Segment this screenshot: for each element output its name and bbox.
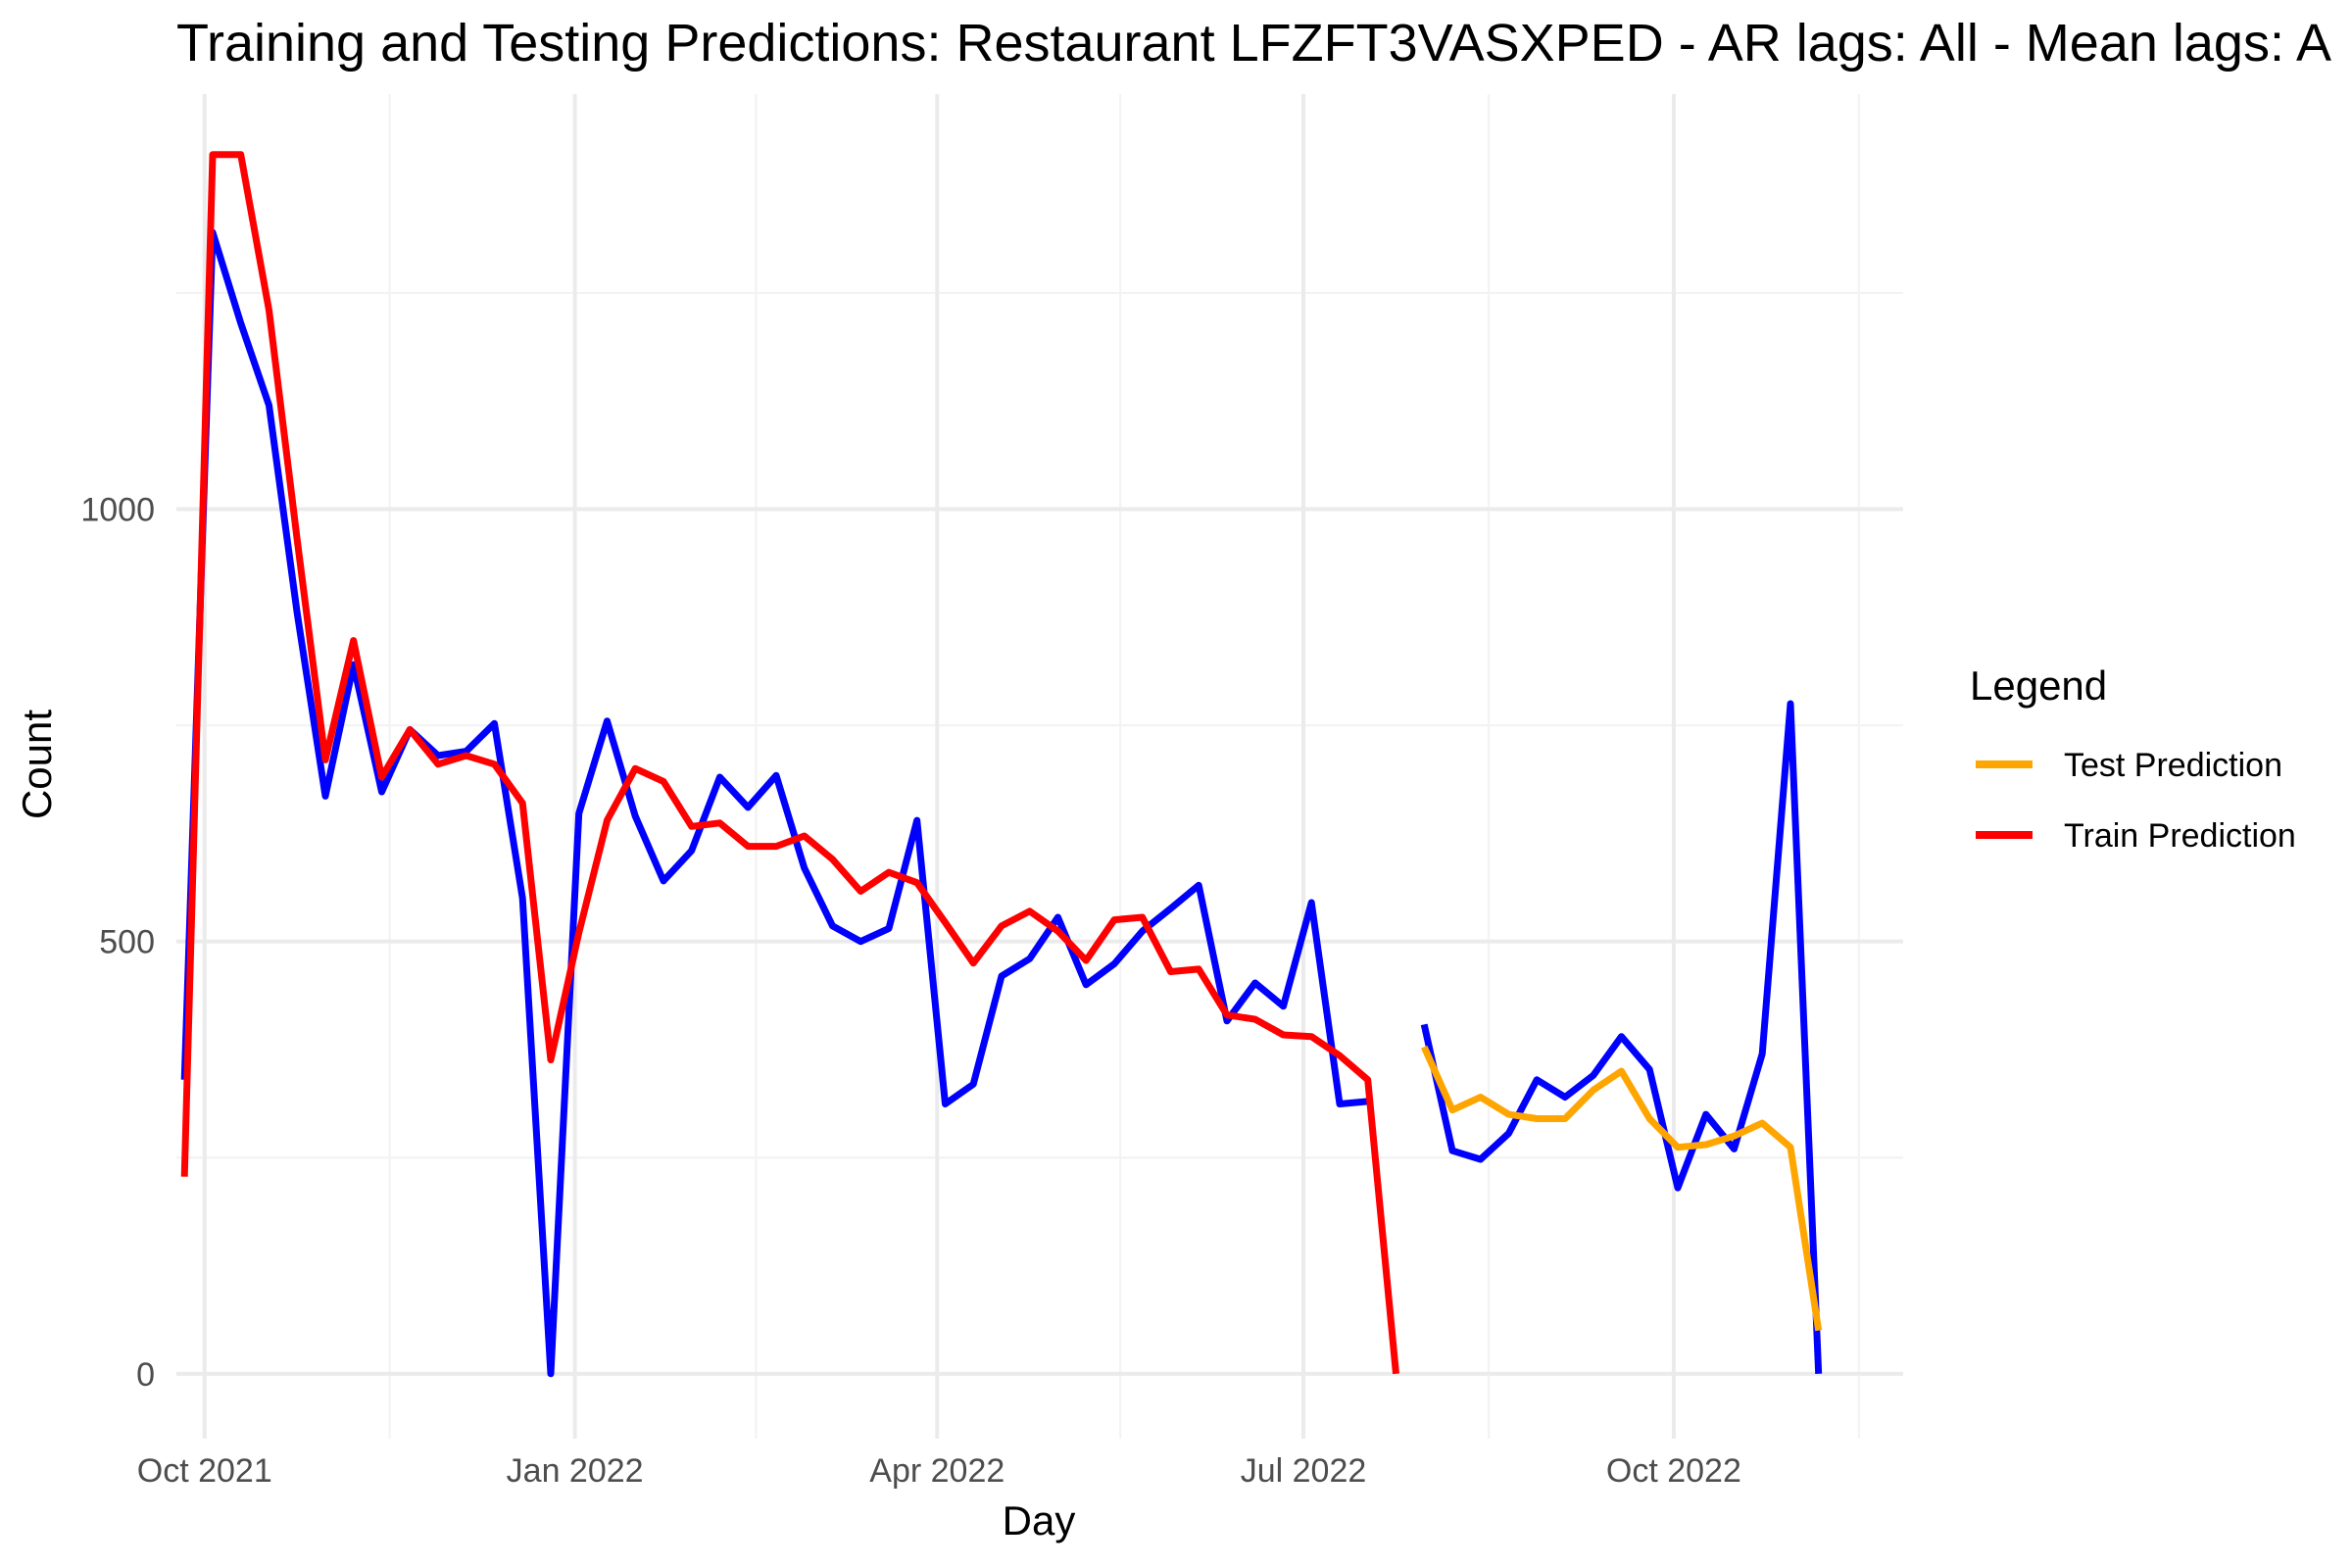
- grid-lines: [176, 94, 1903, 1439]
- y-tick-label: 500: [99, 924, 155, 961]
- legend-label: Test Prediction: [2064, 747, 2282, 784]
- y-tick-label: 0: [136, 1356, 155, 1394]
- series-line-test-prediction: [1421, 1045, 1823, 1332]
- legend: Legend Test Prediction Train Prediction: [1970, 662, 2296, 855]
- x-axis-ticks: Oct 2021 Jan 2022 Apr 2022 Jul 2022 Oct 2022: [137, 1452, 1741, 1490]
- legend-label: Train Prediction: [2064, 817, 2296, 855]
- x-tick-label: Jul 2022: [1241, 1452, 1367, 1490]
- chart-title: Training and Testing Predictions: Restau…: [176, 14, 2331, 73]
- x-axis-title: Day: [1003, 1497, 1076, 1544]
- x-tick-label: Oct 2021: [137, 1452, 272, 1490]
- y-axis-title: Count: [14, 710, 60, 819]
- legend-title: Legend: [1970, 662, 2107, 709]
- series-line-actual: [180, 228, 1369, 1378]
- series-line-actual: [1420, 700, 1823, 1374]
- x-tick-label: Oct 2022: [1606, 1452, 1741, 1490]
- y-tick-label: 1000: [80, 492, 155, 529]
- series-line-train-prediction: [180, 151, 1399, 1375]
- plot-series: [180, 151, 1823, 1378]
- x-tick-label: Apr 2022: [869, 1452, 1004, 1490]
- x-tick-label: Jan 2022: [507, 1452, 644, 1490]
- legend-entries: Test Prediction Train Prediction: [1976, 747, 2296, 855]
- y-axis-ticks: 0 500 1000: [80, 492, 155, 1394]
